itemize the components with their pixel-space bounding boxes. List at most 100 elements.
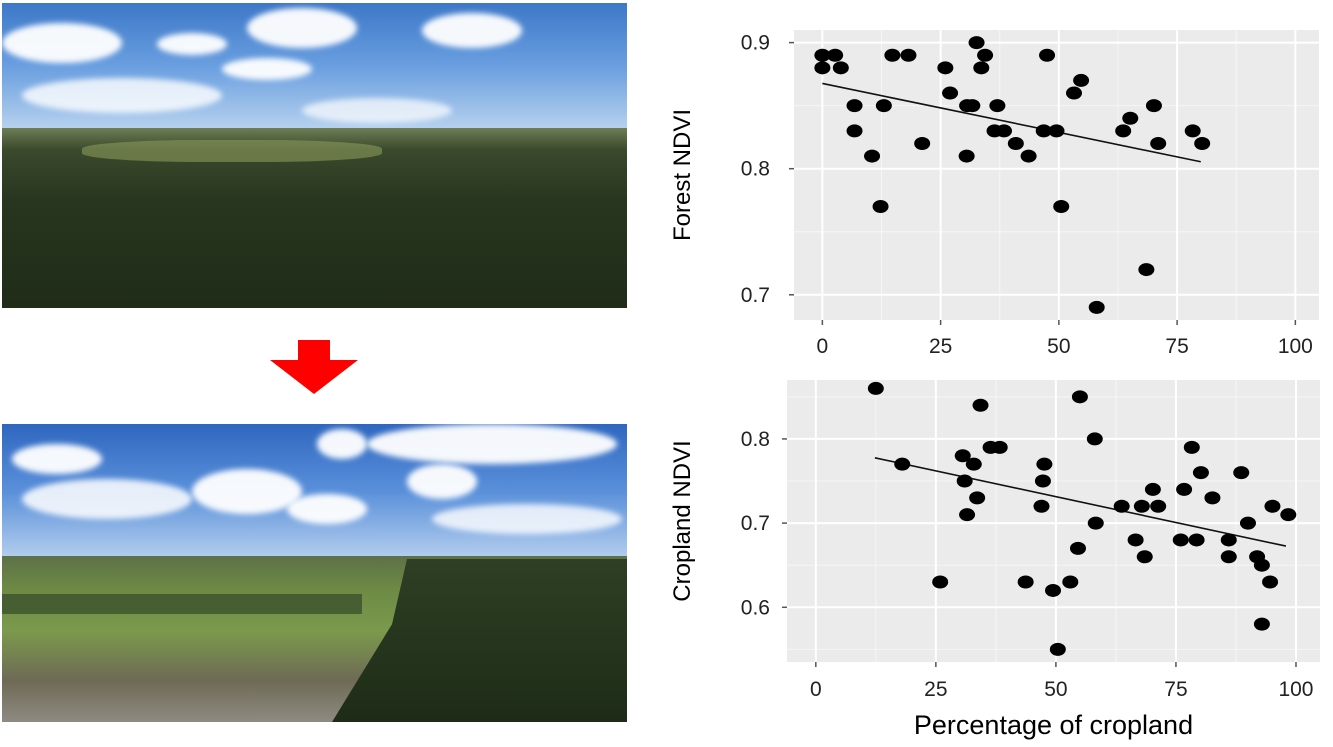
data-point — [1127, 533, 1144, 547]
data-point — [1033, 499, 1050, 513]
data-point — [1039, 48, 1056, 62]
data-point — [1113, 499, 1130, 513]
data-point — [914, 136, 931, 150]
data-point — [942, 86, 959, 100]
data-point — [1053, 200, 1070, 214]
y-tick-label: 0.7 — [741, 512, 770, 535]
regression-line — [874, 456, 1287, 547]
data-point — [1192, 466, 1209, 480]
data-point — [1184, 124, 1201, 138]
y-tick-label: 0.6 — [741, 596, 770, 619]
data-point — [872, 200, 889, 214]
data-point — [1145, 99, 1162, 113]
data-point — [1183, 440, 1200, 454]
data-point — [989, 99, 1006, 113]
data-point — [1138, 263, 1155, 277]
data-point — [1172, 533, 1189, 547]
x-tick-label: 50 — [1047, 335, 1070, 358]
data-point — [1194, 136, 1211, 150]
x-tick-label: 25 — [929, 335, 952, 358]
data-point — [932, 575, 949, 589]
data-point — [814, 48, 831, 62]
data-point — [1262, 575, 1279, 589]
plot-panel — [794, 30, 1319, 320]
data-point — [1122, 111, 1139, 125]
data-point — [1069, 541, 1086, 555]
data-point — [965, 457, 982, 471]
data-point — [969, 491, 986, 505]
data-point — [1086, 432, 1103, 446]
data-point — [1017, 575, 1034, 589]
data-point — [1280, 508, 1297, 522]
data-point — [977, 48, 994, 62]
data-point — [1264, 499, 1281, 513]
data-point — [1204, 491, 1221, 505]
data-point — [1045, 583, 1062, 597]
data-point — [1087, 516, 1104, 530]
data-point — [937, 61, 954, 75]
x-axis-title: Percentage of cropland — [914, 710, 1193, 740]
down-arrow-shape — [270, 340, 358, 394]
x-tick-label: 50 — [1044, 678, 1067, 701]
data-point — [1150, 499, 1167, 513]
regression-line — [822, 82, 1201, 163]
data-point — [846, 124, 863, 138]
x-tick-label: 75 — [1165, 335, 1188, 358]
data-point — [1115, 124, 1132, 138]
data-point — [1136, 550, 1153, 564]
data-point — [972, 398, 989, 412]
plot-panel — [787, 380, 1320, 662]
data-point — [1253, 617, 1270, 631]
scatter-chart-2: 0 25 50 75 100 0.6 0.7 0.8 Cropland NDVI Percenta… — [669, 380, 1320, 740]
data-point — [1239, 516, 1256, 530]
data-point — [846, 99, 863, 113]
data-point — [956, 474, 973, 488]
data-point — [1035, 124, 1052, 138]
down-arrow-icon — [270, 340, 358, 394]
scatter-chart-1: 0 25 50 75 100 0.7 0.8 0.9 Forest NDVI — [669, 30, 1319, 358]
data-point — [1049, 642, 1066, 656]
data-point — [964, 99, 981, 113]
y-axis-title: Cropland NDVI — [669, 440, 696, 601]
data-point — [875, 99, 892, 113]
x-tick-label: 75 — [1164, 678, 1187, 701]
data-point — [1220, 550, 1237, 564]
data-point — [832, 61, 849, 75]
data-point — [958, 149, 975, 163]
x-tick-label: 0 — [817, 335, 829, 358]
data-point — [973, 61, 990, 75]
data-point — [1150, 136, 1167, 150]
y-tick-label: 0.7 — [741, 284, 770, 307]
data-point — [1176, 482, 1193, 496]
y-tick-label: 0.8 — [741, 158, 770, 181]
data-point — [1253, 558, 1270, 572]
data-point — [864, 149, 881, 163]
data-point — [1007, 136, 1024, 150]
forest-landscape-photo — [2, 3, 627, 308]
data-point — [1188, 533, 1205, 547]
x-tick-label: 100 — [1278, 678, 1313, 701]
x-tick-label: 100 — [1278, 335, 1313, 358]
data-point — [1133, 499, 1150, 513]
x-tick-label: 0 — [810, 678, 822, 701]
y-tick-label: 0.8 — [741, 428, 770, 451]
data-point — [959, 508, 976, 522]
data-point — [1034, 474, 1051, 488]
data-point — [1048, 124, 1065, 138]
data-point — [968, 36, 985, 50]
data-point — [900, 48, 917, 62]
x-tick-label: 25 — [924, 678, 947, 701]
data-point — [1233, 466, 1250, 480]
data-point — [894, 457, 911, 471]
data-point — [884, 48, 901, 62]
data-point — [1071, 390, 1088, 404]
data-point — [991, 440, 1008, 454]
data-point — [1036, 457, 1053, 471]
data-point — [1144, 482, 1161, 496]
y-axis-title: Forest NDVI — [669, 109, 696, 241]
data-point — [1020, 149, 1037, 163]
data-point — [1220, 533, 1237, 547]
data-point — [827, 48, 844, 62]
data-point — [1073, 73, 1090, 87]
